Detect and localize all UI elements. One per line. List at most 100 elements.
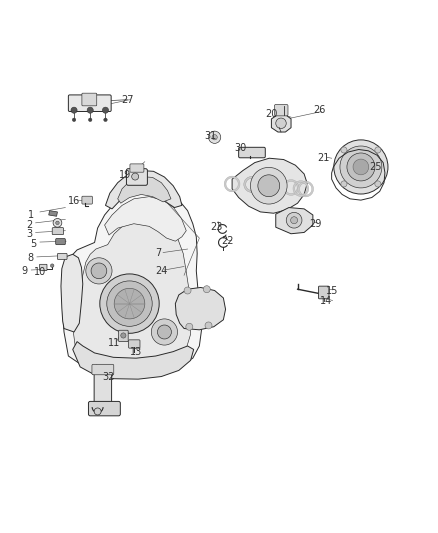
Text: 32: 32: [103, 372, 115, 382]
Circle shape: [104, 118, 107, 122]
Text: 1: 1: [28, 210, 34, 220]
Circle shape: [87, 107, 93, 113]
Circle shape: [212, 135, 217, 140]
Wedge shape: [271, 179, 286, 194]
Text: 13: 13: [130, 346, 142, 357]
Text: 15: 15: [326, 286, 339, 295]
Polygon shape: [71, 217, 191, 368]
Text: 25: 25: [369, 162, 381, 172]
FancyBboxPatch shape: [127, 169, 148, 185]
Polygon shape: [49, 211, 57, 216]
Polygon shape: [63, 190, 201, 375]
FancyBboxPatch shape: [56, 239, 65, 245]
Circle shape: [132, 173, 139, 180]
Text: 3: 3: [26, 229, 32, 239]
Text: 31: 31: [204, 132, 216, 141]
Circle shape: [353, 159, 369, 175]
Circle shape: [347, 153, 375, 181]
Text: 23: 23: [211, 222, 223, 232]
Text: 16: 16: [68, 196, 80, 206]
Text: 21: 21: [318, 153, 330, 163]
FancyBboxPatch shape: [275, 104, 288, 116]
FancyBboxPatch shape: [88, 401, 120, 416]
Polygon shape: [106, 171, 182, 209]
Circle shape: [88, 118, 92, 122]
Circle shape: [91, 263, 107, 279]
Circle shape: [72, 118, 76, 122]
Polygon shape: [276, 207, 313, 234]
FancyBboxPatch shape: [82, 93, 97, 106]
FancyBboxPatch shape: [92, 364, 114, 375]
Circle shape: [102, 107, 109, 113]
Text: 26: 26: [313, 105, 325, 115]
Circle shape: [50, 264, 54, 268]
Wedge shape: [244, 176, 260, 192]
Circle shape: [100, 274, 159, 333]
Polygon shape: [118, 176, 171, 203]
FancyBboxPatch shape: [82, 196, 92, 204]
Circle shape: [151, 319, 177, 345]
FancyBboxPatch shape: [68, 95, 111, 111]
Text: 2: 2: [26, 220, 32, 230]
FancyBboxPatch shape: [129, 340, 140, 348]
Circle shape: [184, 287, 191, 294]
Wedge shape: [283, 180, 299, 195]
Circle shape: [341, 147, 347, 153]
Circle shape: [334, 140, 388, 194]
Circle shape: [157, 325, 171, 339]
Circle shape: [276, 118, 286, 128]
FancyBboxPatch shape: [119, 330, 128, 342]
Text: 11: 11: [108, 338, 120, 348]
FancyBboxPatch shape: [94, 371, 112, 407]
Circle shape: [290, 217, 297, 224]
Text: 27: 27: [121, 95, 134, 104]
Text: 30: 30: [234, 143, 246, 153]
Polygon shape: [61, 254, 83, 332]
Circle shape: [203, 286, 210, 293]
Circle shape: [251, 167, 287, 204]
FancyBboxPatch shape: [318, 286, 329, 299]
FancyBboxPatch shape: [239, 147, 265, 158]
Circle shape: [107, 281, 152, 326]
Circle shape: [114, 288, 145, 319]
Circle shape: [258, 175, 280, 197]
Text: 8: 8: [27, 253, 33, 263]
Text: 29: 29: [309, 219, 321, 229]
Circle shape: [375, 181, 381, 187]
Text: 19: 19: [119, 170, 131, 180]
Circle shape: [53, 219, 62, 227]
Text: 20: 20: [265, 109, 278, 119]
Circle shape: [121, 333, 126, 338]
Circle shape: [71, 107, 77, 113]
Circle shape: [205, 322, 212, 329]
FancyBboxPatch shape: [130, 164, 144, 172]
Circle shape: [56, 221, 59, 224]
Wedge shape: [293, 181, 309, 197]
Circle shape: [375, 147, 381, 153]
Circle shape: [94, 408, 101, 415]
Circle shape: [286, 212, 302, 228]
Text: 10: 10: [34, 266, 46, 277]
Wedge shape: [298, 181, 314, 197]
Polygon shape: [105, 197, 186, 241]
Circle shape: [340, 146, 382, 188]
Text: 14: 14: [320, 296, 332, 306]
Text: 5: 5: [30, 239, 36, 249]
FancyBboxPatch shape: [39, 264, 47, 270]
Circle shape: [186, 323, 193, 330]
Text: 22: 22: [222, 236, 234, 246]
FancyBboxPatch shape: [52, 228, 64, 235]
Text: 7: 7: [155, 248, 161, 259]
Text: 9: 9: [21, 266, 28, 276]
Wedge shape: [224, 176, 240, 192]
FancyBboxPatch shape: [57, 253, 67, 260]
Polygon shape: [232, 158, 307, 213]
Circle shape: [341, 181, 347, 187]
Polygon shape: [175, 287, 226, 330]
Wedge shape: [244, 176, 260, 192]
Text: 24: 24: [155, 266, 168, 276]
Polygon shape: [73, 342, 194, 379]
Circle shape: [208, 131, 221, 143]
Circle shape: [86, 258, 112, 284]
Polygon shape: [272, 115, 291, 132]
